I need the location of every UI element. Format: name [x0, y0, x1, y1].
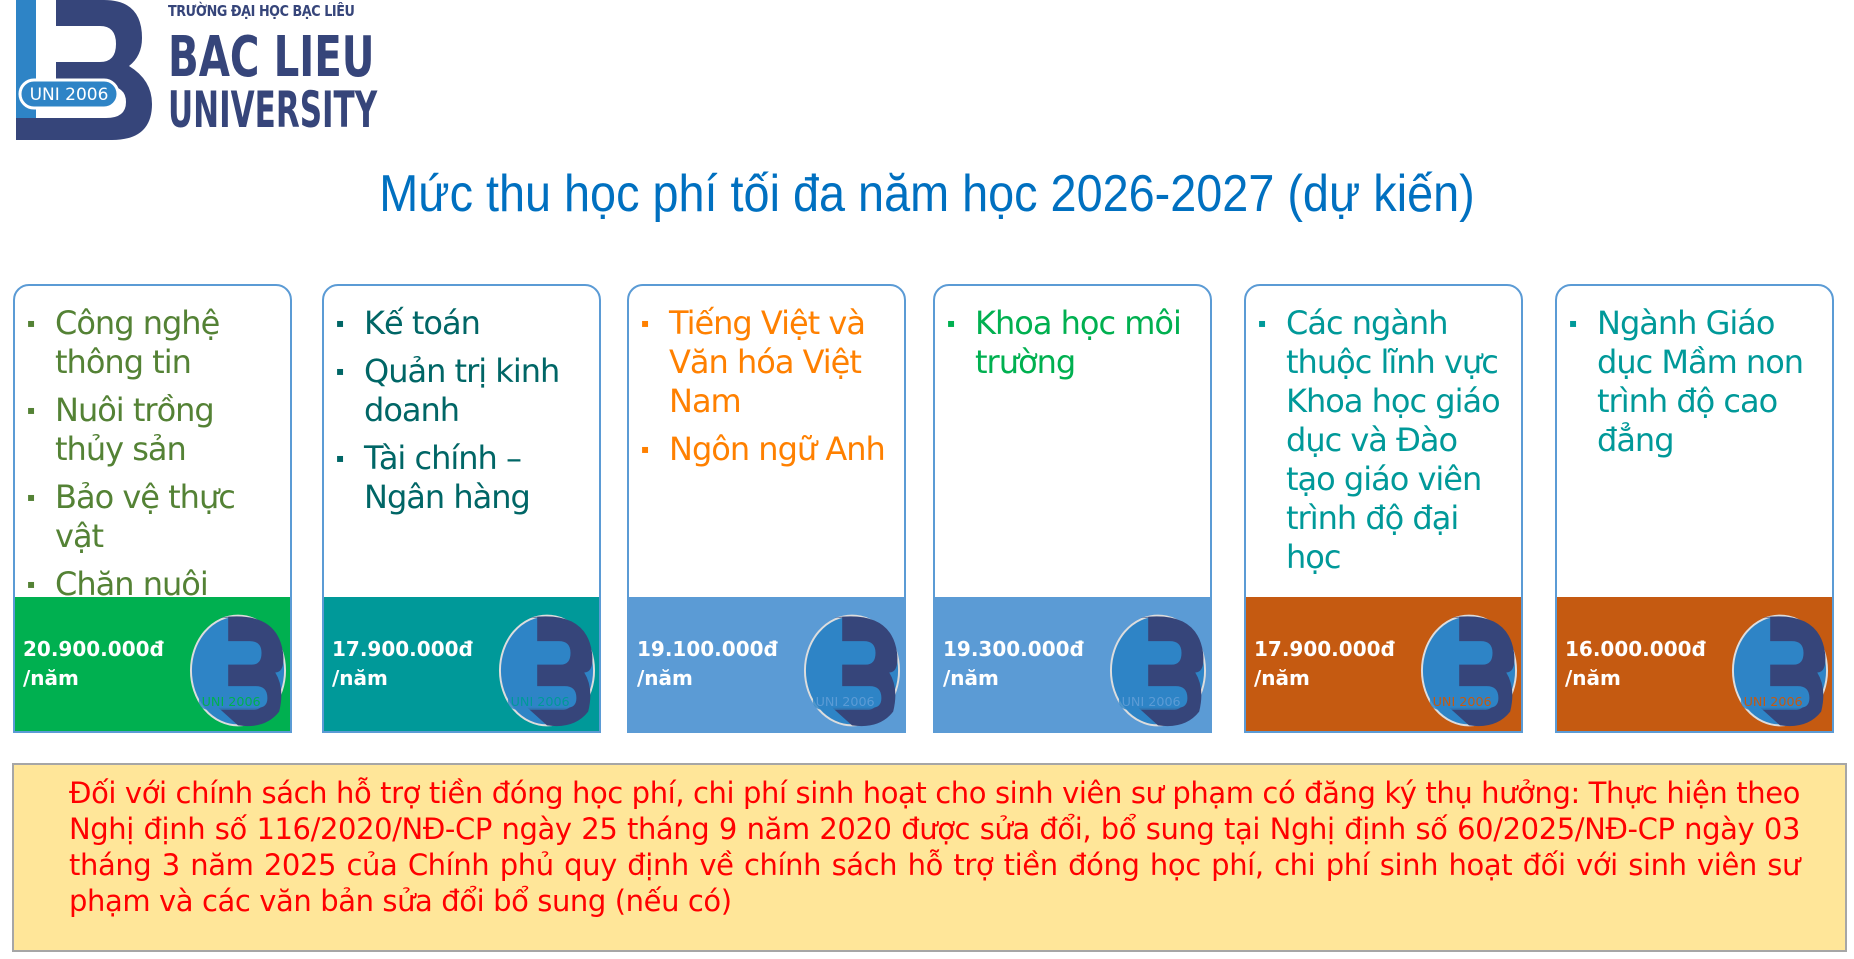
logo-emblem-icon: UNI 2006	[1109, 614, 1207, 727]
price-amount: 17.900.000đ/năm	[1254, 635, 1395, 693]
price-value: 19.100.000đ	[637, 637, 778, 661]
program-item: Tiếng Việt và Văn hóa Việt Nam	[641, 304, 894, 421]
program-item: Ngành Giáo dục Mầm non trình độ cao đẳng	[1569, 304, 1822, 460]
program-item: Bảo vệ thực vật	[27, 478, 280, 556]
emblem-text: UNI 2006	[202, 695, 261, 710]
school-name-line2: UNIVERSITY	[168, 81, 378, 139]
program-item: Tài chính – Ngân hàng	[336, 439, 589, 517]
price-value: 20.900.000đ	[23, 637, 164, 661]
program-list: Ngành Giáo dục Mầm non trình độ cao đẳng	[1557, 286, 1832, 460]
page-title: Mức thu học phí tối đa năm học 2026-2027…	[379, 165, 1475, 223]
price-value: 17.900.000đ	[1254, 637, 1395, 661]
price-unit: /năm	[943, 666, 999, 690]
price-amount: 20.900.000đ/năm	[23, 635, 164, 693]
program-list: Công nghệ thông tin Nuôi trồng thủy sản Bả…	[15, 286, 290, 604]
program-list: Tiếng Việt và Văn hóa Việt Nam Ngôn ngữ A…	[629, 286, 904, 469]
tuition-card: Khoa học môi trường 19.300.000đ/năm UNI 20…	[933, 284, 1212, 733]
price-box: 17.900.000đ/năm UNI 2006	[1246, 597, 1521, 731]
price-amount: 19.100.000đ/năm	[637, 635, 778, 693]
program-item: Các ngành thuộc lĩnh vực Khoa học giáo d…	[1258, 304, 1511, 577]
program-item: Kế toán	[336, 304, 589, 343]
program-item: Chăn nuôi	[27, 565, 280, 604]
emblem-text: UNI 2006	[1744, 695, 1803, 710]
price-box: 16.000.000đ/năm UNI 2006	[1557, 597, 1832, 731]
price-box: 19.100.000đ/năm UNI 2006	[629, 597, 904, 731]
logo-emblem-icon: UNI 2006	[1731, 614, 1829, 727]
logo-emblem-icon: UNI 2006	[189, 614, 287, 727]
logo-emblem-icon: UNI 2006	[1420, 614, 1518, 727]
school-name-vn: TRƯỜNG ĐẠI HỌC BẠC LIÊU	[168, 2, 355, 20]
emblem-text: UNI 2006	[1122, 695, 1181, 710]
program-item: Ngôn ngữ Anh	[641, 430, 894, 469]
tuition-card: Công nghệ thông tin Nuôi trồng thủy sản Bả…	[13, 284, 292, 733]
tuition-card: Kế toán Quản trị kinh doanh Tài chính – Ng…	[322, 284, 601, 733]
price-unit: /năm	[1565, 666, 1621, 690]
price-amount: 17.900.000đ/năm	[332, 635, 473, 693]
tuition-card: Ngành Giáo dục Mầm non trình độ cao đẳng…	[1555, 284, 1834, 733]
logo-badge-text: UNI 2006	[30, 85, 109, 105]
price-value: 16.000.000đ	[1565, 637, 1706, 661]
program-list: Khoa học môi trường	[935, 286, 1210, 382]
price-box: 19.300.000đ/năm UNI 2006	[935, 597, 1210, 731]
logo-emblem-icon: UNI 2006	[498, 614, 596, 727]
emblem-text: UNI 2006	[816, 695, 875, 710]
price-unit: /năm	[332, 666, 388, 690]
logo-emblem-icon: UNI 2006	[803, 614, 901, 727]
university-logo: UNI 2006	[16, 0, 152, 140]
program-item: Công nghệ thông tin	[27, 304, 280, 382]
price-amount: 19.300.000đ/năm	[943, 635, 1084, 693]
program-item: Nuôi trồng thủy sản	[27, 391, 280, 469]
program-item: Khoa học môi trường	[947, 304, 1200, 382]
school-name-line1: BAC LIEU	[168, 25, 375, 90]
tuition-card: Các ngành thuộc lĩnh vực Khoa học giáo d…	[1244, 284, 1523, 733]
brand-text: TRƯỜNG ĐẠI HỌC BẠC LIÊU BAC LIEU UNIVERS…	[168, 2, 505, 139]
policy-note: Đối với chính sách hỗ trợ tiền đóng học …	[12, 763, 1847, 952]
price-value: 19.300.000đ	[943, 637, 1084, 661]
program-list: Các ngành thuộc lĩnh vực Khoa học giáo d…	[1246, 286, 1521, 577]
price-amount: 16.000.000đ/năm	[1565, 635, 1706, 693]
price-box: 17.900.000đ/năm UNI 2006	[324, 597, 599, 731]
price-value: 17.900.000đ	[332, 637, 473, 661]
program-list: Kế toán Quản trị kinh doanh Tài chính – Ng…	[324, 286, 599, 517]
price-box: 20.900.000đ/năm UNI 2006	[15, 597, 290, 731]
program-item: Quản trị kinh doanh	[336, 352, 589, 430]
price-unit: /năm	[23, 666, 79, 690]
tuition-card: Tiếng Việt và Văn hóa Việt Nam Ngôn ngữ A…	[627, 284, 906, 733]
price-unit: /năm	[1254, 666, 1310, 690]
emblem-text: UNI 2006	[511, 695, 570, 710]
price-unit: /năm	[637, 666, 693, 690]
emblem-text: UNI 2006	[1433, 695, 1492, 710]
